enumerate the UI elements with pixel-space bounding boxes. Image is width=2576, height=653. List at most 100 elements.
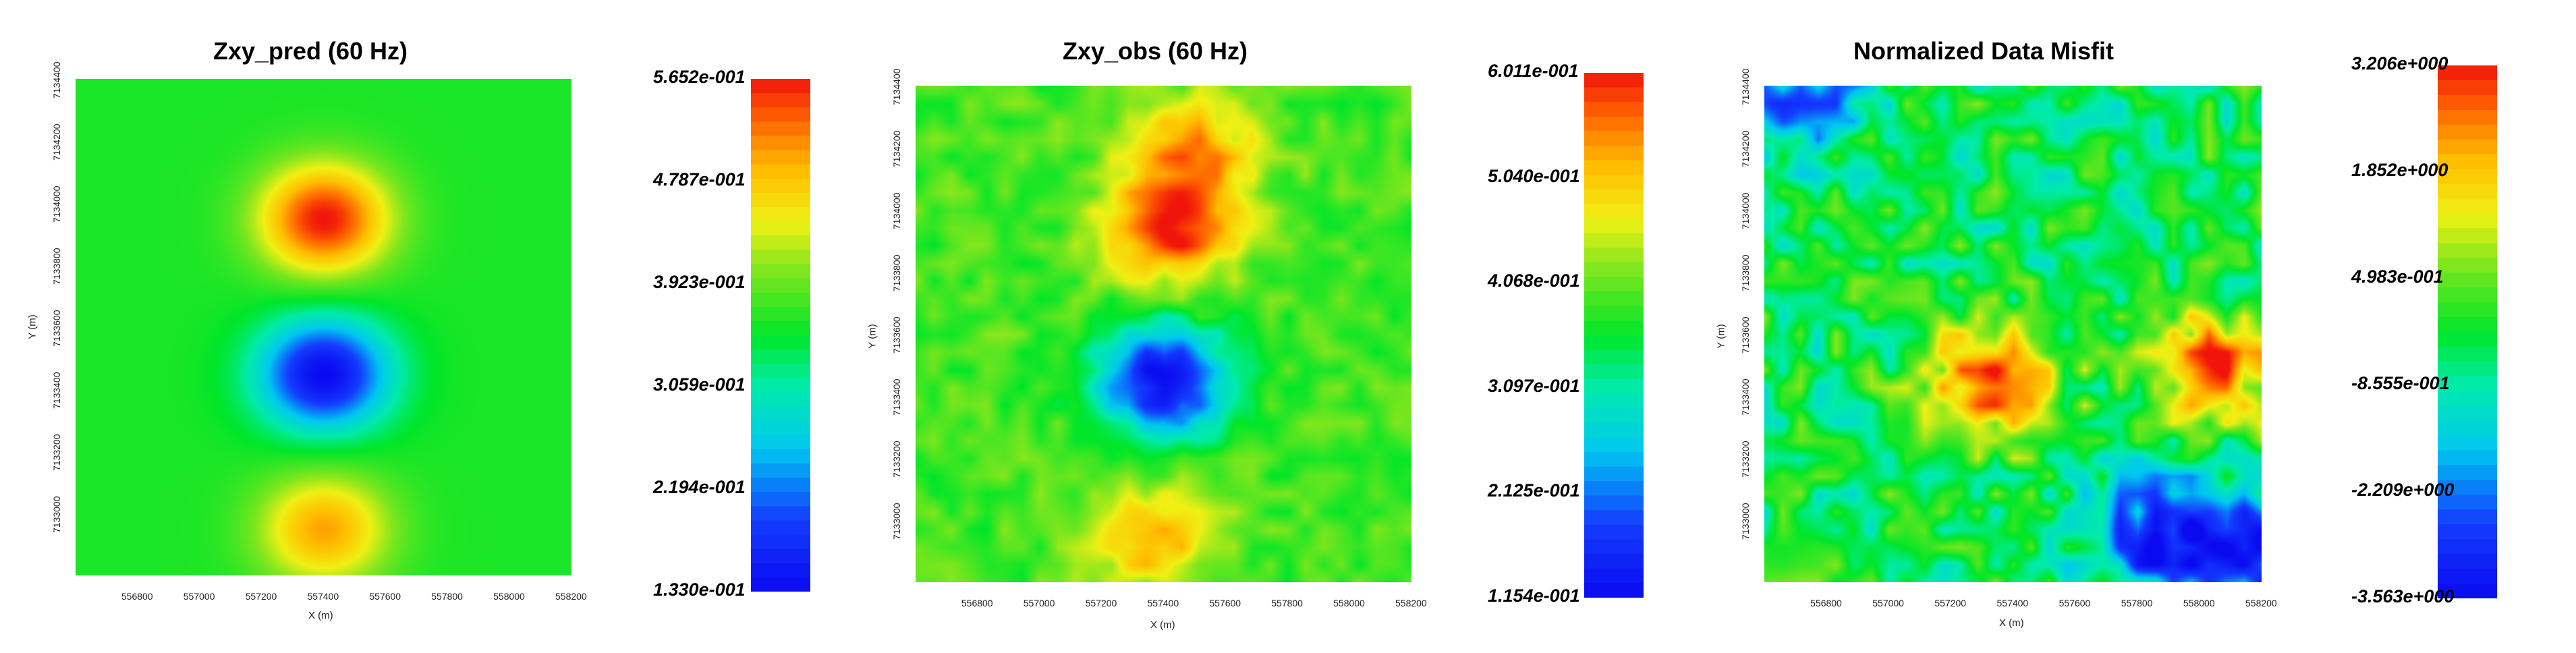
colorbar-step (751, 478, 810, 492)
colorbar-step (1584, 219, 1644, 234)
y-axis-label: Y (m) (26, 314, 38, 339)
colorbar (2438, 65, 2497, 598)
x-tick-label: 557000 (1872, 598, 1904, 608)
colorbar-step (2438, 109, 2497, 125)
y-axis-label: Y (m) (866, 324, 878, 349)
colorbar-step (1584, 539, 1644, 555)
colorbar-tick-label: 1.330e-001 (653, 579, 746, 600)
colorbar-step (751, 264, 810, 279)
colorbar-step (1584, 524, 1644, 540)
colorbar-step (751, 192, 810, 208)
colorbar-step (2438, 332, 2497, 347)
colorbar-step (1584, 583, 1644, 598)
colorbar-step (751, 320, 810, 336)
colorbar-step (2438, 435, 2497, 451)
colorbar-step (1584, 568, 1644, 584)
x-tick-label: 558000 (493, 591, 525, 602)
colorbar-step (1584, 175, 1644, 190)
colorbar-step (1584, 233, 1644, 248)
colorbar-step (2438, 450, 2497, 466)
colorbar-step (1584, 364, 1644, 380)
heatmap-canvas (76, 79, 571, 575)
x-tick-label: 557800 (1271, 598, 1303, 608)
colorbar-tick-label: 1.154e-001 (1488, 586, 1580, 606)
colorbar-step (1584, 408, 1644, 424)
y-tick-label: 7134000 (1740, 192, 1751, 229)
colorbar-tick-label: 4.787e-001 (653, 169, 746, 190)
y-tick-label: 7134400 (51, 61, 62, 98)
colorbar-step (2438, 584, 2497, 598)
colorbar-step (1584, 335, 1644, 351)
chart-title: Normalized Data Misfit (1853, 37, 2115, 65)
colorbar-step (1584, 437, 1644, 453)
colorbar-step (2438, 94, 2497, 111)
y-tick-label: 7133800 (51, 248, 62, 285)
colorbar-step (2438, 509, 2497, 525)
x-tick-label: 557200 (1934, 598, 1967, 608)
chart-title: Zxy_obs (60 Hz) (1062, 37, 1248, 65)
colorbar-step (751, 492, 810, 507)
colorbar-step (751, 250, 810, 265)
y-tick-label: 7134000 (891, 192, 902, 229)
colorbar-step (751, 406, 810, 422)
colorbar-step (2438, 258, 2497, 273)
colorbar-step (1584, 102, 1644, 117)
colorbar (1584, 73, 1644, 598)
colorbar-step (751, 221, 810, 236)
heatmap-canvas (1764, 86, 2262, 582)
colorbar-step (2438, 124, 2497, 140)
x-tick-label: 558000 (1333, 598, 1365, 608)
colorbar-step (751, 520, 810, 536)
colorbar-step (1584, 160, 1644, 175)
x-tick-label: 557400 (1996, 598, 2029, 608)
y-tick-label: 7133400 (1740, 378, 1751, 416)
y-tick-label: 7134400 (891, 68, 902, 105)
colorbar-step (2438, 243, 2497, 258)
colorbar-tick-label: 5.040e-001 (1488, 165, 1580, 186)
y-tick-label: 7134000 (51, 186, 62, 223)
colorbar-step (1584, 87, 1644, 103)
colorbar-step (751, 164, 810, 179)
colorbar-step (2438, 80, 2497, 96)
y-tick-label: 7133000 (51, 496, 62, 533)
colorbar-step (751, 506, 810, 521)
colorbar-tick-label: 2.125e-001 (1488, 480, 1580, 501)
colorbar-step (2438, 494, 2497, 510)
colorbar (751, 79, 810, 592)
colorbar-step (1584, 320, 1644, 336)
colorbar-step (2438, 183, 2497, 200)
colorbar-tick-label: -8.555e-001 (2351, 373, 2450, 393)
x-tick-label: 557600 (2059, 598, 2091, 608)
colorbar-step (1584, 204, 1644, 219)
colorbar-step (1584, 248, 1644, 263)
y-tick-label: 7133200 (51, 434, 62, 471)
colorbar-step (1584, 554, 1644, 569)
x-tick-label: 556800 (961, 598, 993, 608)
colorbar-step (2438, 405, 2497, 422)
colorbar-step (2438, 287, 2497, 303)
heatmap-plot (1764, 86, 2262, 582)
colorbar-step (751, 534, 810, 550)
x-tick-label: 558200 (555, 591, 587, 602)
colorbar-tick-label: 2.194e-001 (653, 477, 746, 497)
colorbar-step (751, 292, 810, 308)
colorbar-step (1584, 451, 1644, 467)
x-tick-label: 558000 (2183, 598, 2215, 608)
colorbar-step (751, 449, 810, 464)
colorbar-step (751, 364, 810, 378)
y-tick-label: 7133600 (891, 316, 902, 353)
colorbar-step (751, 577, 810, 592)
colorbar-step (1584, 495, 1644, 511)
colorbar-tick-label: 3.097e-001 (1488, 375, 1580, 396)
colorbar-step (1584, 349, 1644, 365)
x-axis-label: X (m) (308, 610, 333, 621)
y-tick-label: 7133800 (1740, 254, 1751, 291)
colorbar-tick-label: 5.652e-001 (653, 67, 746, 87)
colorbar-step (751, 378, 810, 393)
colorbar-tick-label: 3.923e-001 (653, 272, 746, 292)
colorbar-step (1584, 466, 1644, 482)
colorbar-tick-label: 3.206e+000 (2351, 53, 2448, 74)
colorbar-step (751, 278, 810, 293)
y-tick-label: 7134200 (891, 130, 902, 167)
colorbar-step (2438, 539, 2497, 555)
